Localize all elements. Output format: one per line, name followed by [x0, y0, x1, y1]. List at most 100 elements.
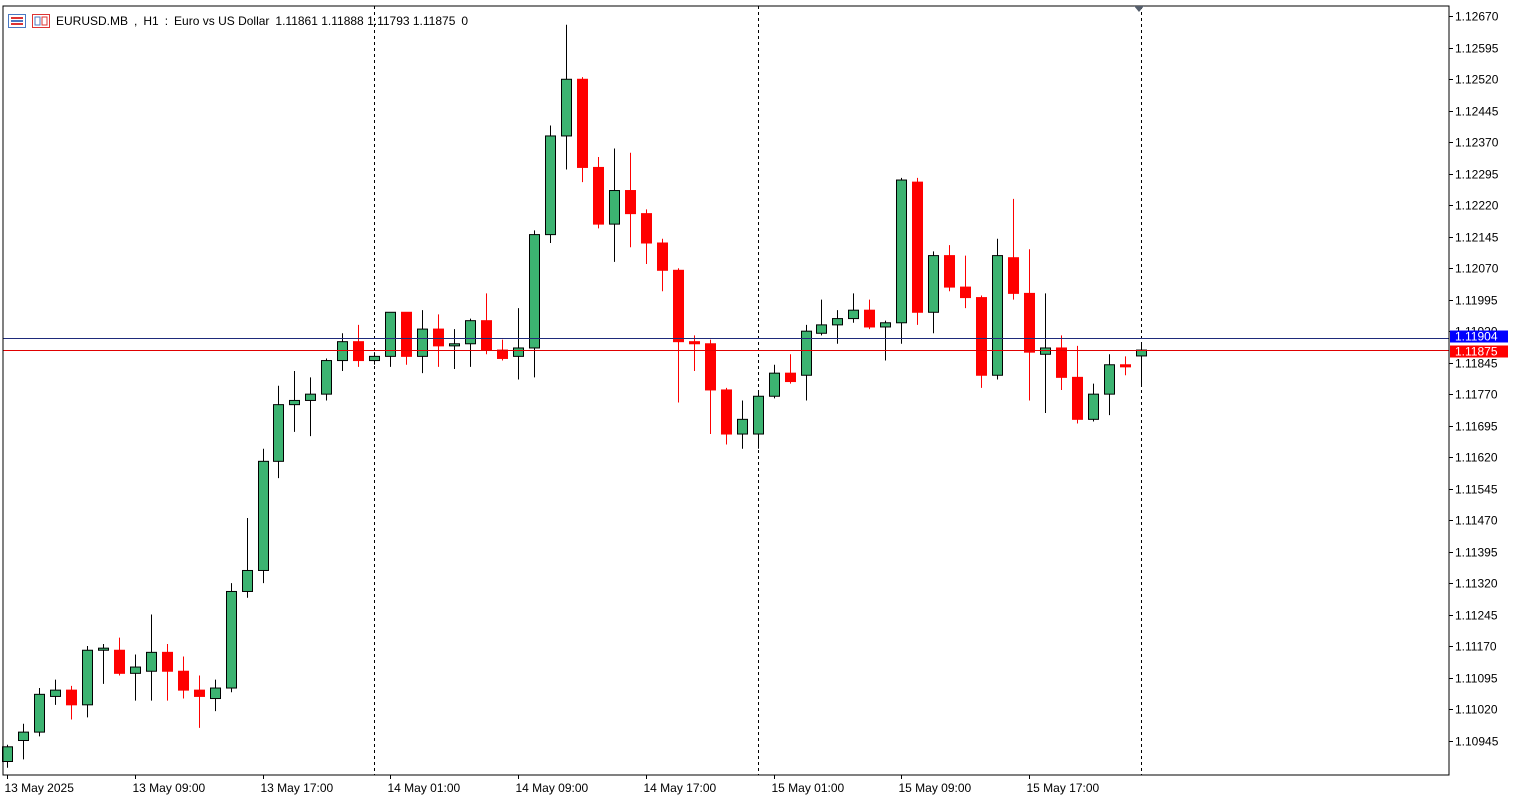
candle-body	[353, 341, 364, 362]
chart-header: EURUSD.MB, H1: Euro vs US Dollar 1.11861…	[8, 11, 468, 31]
x-tick-label: 13 May 09:00	[133, 781, 206, 795]
bid-price-tag-box	[1450, 345, 1508, 358]
y-tick-label: 1.11245	[1455, 609, 1498, 623]
candle	[433, 314, 444, 367]
candle	[705, 339, 716, 435]
bid-price-tag-label: 1.11875	[1455, 345, 1498, 359]
candle	[1088, 383, 1099, 422]
window-restore-icon[interactable]	[32, 14, 50, 28]
candle-body	[561, 78, 572, 137]
candle-body	[66, 689, 77, 706]
candle-body	[769, 372, 780, 397]
y-tick-label: 1.12595	[1455, 42, 1499, 56]
candle-body	[577, 78, 588, 168]
candle	[66, 685, 77, 720]
candle-body	[1040, 347, 1051, 355]
candle	[737, 400, 748, 449]
candle-body	[896, 179, 907, 324]
candle	[976, 295, 987, 388]
candle	[1072, 345, 1083, 424]
candle	[337, 333, 348, 372]
ask-price-tag-label: 1.11904	[1455, 330, 1498, 344]
candle-body	[673, 269, 684, 343]
candle	[178, 656, 189, 699]
candle	[98, 643, 109, 684]
candle-body	[545, 135, 556, 236]
candle-body	[449, 343, 460, 347]
candle	[321, 358, 332, 401]
candle-body	[960, 286, 971, 299]
candle	[34, 688, 45, 737]
candle	[465, 318, 476, 367]
candle	[401, 311, 412, 365]
y-tick-label: 1.10945	[1455, 735, 1499, 749]
candle	[385, 311, 396, 367]
y-tick-label: 1.11320	[1455, 577, 1498, 591]
candle-body	[242, 569, 253, 592]
y-tick-label: 1.12520	[1455, 73, 1499, 87]
candle	[82, 646, 93, 718]
x-tick-label: 15 May 17:00	[1027, 781, 1100, 795]
candle-body	[433, 328, 444, 347]
candle	[545, 125, 556, 244]
candle	[928, 251, 939, 334]
candle-body	[2, 746, 13, 763]
price-axis[interactable]: 1.12670 1.12595 1.12520 1.12445 1.12370 1.122…	[1449, 10, 1508, 749]
candle-body	[944, 255, 955, 288]
candle	[273, 385, 284, 479]
candle-body	[401, 311, 412, 357]
candle	[1024, 249, 1035, 401]
candle-body	[785, 372, 796, 383]
x-tick-label: 14 May 09:00	[516, 781, 589, 795]
volume-value: 0	[461, 14, 469, 28]
candle	[641, 209, 652, 264]
candle	[816, 299, 827, 336]
plot-frame	[2, 5, 1450, 776]
chart-shift-marker-icon[interactable]	[1134, 6, 1144, 12]
y-tick-label: 1.11545	[1455, 483, 1498, 497]
candle-body	[1120, 364, 1131, 368]
candle-body	[976, 297, 987, 376]
candle	[657, 238, 668, 292]
candle	[529, 230, 540, 378]
candle-body	[273, 404, 284, 462]
candle-body	[753, 395, 764, 435]
y-tick-label: 1.12370	[1455, 136, 1499, 150]
candle-body	[737, 418, 748, 435]
candle	[369, 352, 380, 365]
candle	[417, 310, 428, 374]
y-tick-label: 1.11470	[1455, 514, 1498, 528]
candle-body	[593, 166, 604, 225]
candle	[912, 177, 923, 325]
candle	[609, 148, 620, 262]
candle-body	[465, 320, 476, 345]
candle-body	[417, 328, 428, 357]
candle-body	[928, 255, 939, 313]
y-tick-label: 1.12220	[1455, 199, 1499, 213]
candle	[513, 308, 524, 380]
candle-body	[625, 190, 636, 215]
bar-chart-icon[interactable]	[8, 14, 26, 28]
y-tick-label: 1.11170	[1455, 640, 1497, 654]
candle-body	[289, 399, 300, 406]
candle-body	[1024, 292, 1035, 353]
ohlc-values: 1.11861 1.11888 1.11793 1.11875	[275, 14, 456, 28]
candle	[18, 723, 29, 760]
ask-price-tag-box	[1450, 330, 1508, 343]
time-axis[interactable]: 13 May 2025 13 May 09:00 13 May 17:00 14 Ma…	[5, 775, 1100, 795]
candle-body	[848, 309, 859, 320]
y-tick-label: 1.11095	[1455, 672, 1498, 686]
candle-body	[609, 190, 620, 225]
candle-body	[258, 460, 269, 571]
candle	[449, 329, 460, 369]
candle-body	[1104, 364, 1115, 395]
candle	[848, 293, 859, 323]
candle-body	[992, 255, 1003, 376]
candle-body	[50, 689, 61, 697]
candle-body	[82, 649, 93, 706]
candle-body	[1008, 257, 1019, 294]
candle	[593, 156, 604, 229]
candle	[561, 24, 572, 170]
